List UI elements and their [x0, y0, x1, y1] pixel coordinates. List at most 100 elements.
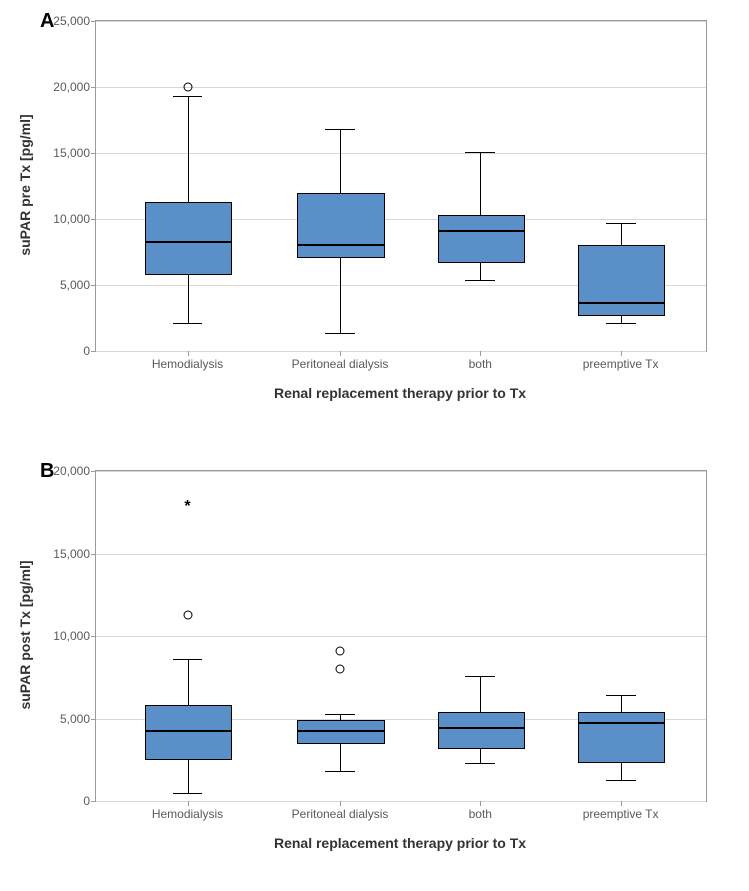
y-tick-mark	[91, 636, 96, 637]
whisker-line	[188, 96, 189, 202]
y-tick-mark	[91, 219, 96, 220]
whisker-cap	[465, 676, 495, 677]
median-line	[298, 244, 383, 246]
whisker-cap	[465, 280, 495, 281]
y-tick-mark	[91, 153, 96, 154]
y-axis-label: suPAR pre Tx [pg/ml]	[17, 114, 33, 255]
whisker-cap	[173, 323, 203, 324]
whisker-cap	[465, 763, 495, 764]
y-tick-mark	[91, 285, 96, 286]
whisker-line	[621, 761, 622, 779]
y-tick-mark	[91, 801, 96, 802]
whisker-cap	[606, 223, 636, 224]
outlier-circle	[336, 646, 345, 655]
median-line	[146, 241, 231, 243]
boxplot-box	[297, 720, 384, 743]
whisker-line	[621, 695, 622, 712]
median-line	[439, 727, 524, 729]
median-line	[439, 230, 524, 232]
x-tick-mark	[340, 801, 341, 806]
x-tick-mark	[188, 801, 189, 806]
y-tick-label: 5,000	[60, 278, 90, 292]
y-tick-label: 10,000	[53, 629, 90, 643]
y-tick-label: 25,000	[53, 14, 90, 28]
boxplot-box	[145, 202, 232, 275]
plot-frame-b: 05,00010,00015,00020,000*HemodialysisPer…	[95, 470, 707, 802]
whisker-cap	[325, 129, 355, 130]
median-line	[146, 730, 231, 732]
x-tick-label: preemptive Tx	[583, 357, 659, 371]
whisker-cap	[606, 780, 636, 781]
grid-line	[96, 636, 706, 637]
whisker-line	[480, 261, 481, 279]
boxplot-box	[297, 193, 384, 258]
y-tick-mark	[91, 471, 96, 472]
median-line	[579, 302, 664, 304]
y-tick-mark	[91, 351, 96, 352]
y-tick-mark	[91, 21, 96, 22]
x-tick-mark	[480, 801, 481, 806]
y-tick-label: 0	[83, 794, 90, 808]
y-tick-label: 5,000	[60, 712, 90, 726]
grid-line	[96, 554, 706, 555]
x-tick-label: Hemodialysis	[152, 807, 223, 821]
whisker-line	[340, 742, 341, 772]
y-tick-mark	[91, 554, 96, 555]
outlier-circle	[183, 610, 192, 619]
whisker-line	[480, 676, 481, 712]
whisker-cap	[173, 659, 203, 660]
whisker-line	[480, 747, 481, 764]
x-tick-label: both	[469, 357, 492, 371]
x-tick-label: Peritoneal dialysis	[292, 807, 389, 821]
whisker-cap	[173, 96, 203, 97]
whisker-line	[340, 129, 341, 192]
y-axis-label: suPAR post Tx [pg/ml]	[17, 560, 33, 709]
whisker-cap	[325, 714, 355, 715]
median-line	[298, 730, 383, 732]
x-tick-label: preemptive Tx	[583, 807, 659, 821]
grid-line	[96, 21, 706, 22]
x-tick-label: Hemodialysis	[152, 357, 223, 371]
x-tick-mark	[480, 351, 481, 356]
y-tick-label: 15,000	[53, 547, 90, 561]
boxplot-box	[145, 705, 232, 760]
whisker-line	[188, 659, 189, 705]
y-tick-label: 0	[83, 344, 90, 358]
y-tick-mark	[91, 87, 96, 88]
y-tick-label: 20,000	[53, 464, 90, 478]
whisker-line	[480, 152, 481, 215]
boxplot-box	[438, 712, 525, 749]
outlier-star: *	[184, 499, 190, 515]
outlier-circle	[183, 83, 192, 92]
whisker-cap	[325, 771, 355, 772]
x-tick-mark	[188, 351, 189, 356]
panel-label-b: B	[40, 460, 54, 483]
boxplot-box	[578, 712, 665, 764]
x-tick-mark	[621, 801, 622, 806]
boxplot-box	[438, 215, 525, 263]
outlier-circle	[336, 665, 345, 674]
grid-line	[96, 471, 706, 472]
x-tick-mark	[621, 351, 622, 356]
whisker-cap	[465, 152, 495, 153]
whisker-cap	[606, 323, 636, 324]
plot-frame-a: 05,00010,00015,00020,00025,000Hemodialys…	[95, 20, 707, 352]
whisker-cap	[325, 333, 355, 334]
y-tick-label: 10,000	[53, 212, 90, 226]
whisker-cap	[606, 695, 636, 696]
x-tick-label: both	[469, 807, 492, 821]
y-tick-label: 20,000	[53, 80, 90, 94]
panel-label-a: A	[40, 10, 54, 33]
whisker-line	[621, 223, 622, 245]
whisker-line	[188, 758, 189, 793]
median-line	[579, 722, 664, 724]
x-tick-mark	[340, 351, 341, 356]
y-tick-mark	[91, 719, 96, 720]
whisker-line	[340, 256, 341, 333]
whisker-cap	[173, 793, 203, 794]
x-tick-label: Peritoneal dialysis	[292, 357, 389, 371]
whisker-line	[188, 273, 189, 323]
x-axis-label: Renal replacement therapy prior to Tx	[274, 835, 526, 851]
figure: A05,00010,00015,00020,00025,000Hemodialy…	[0, 0, 749, 891]
x-axis-label: Renal replacement therapy prior to Tx	[274, 385, 526, 401]
